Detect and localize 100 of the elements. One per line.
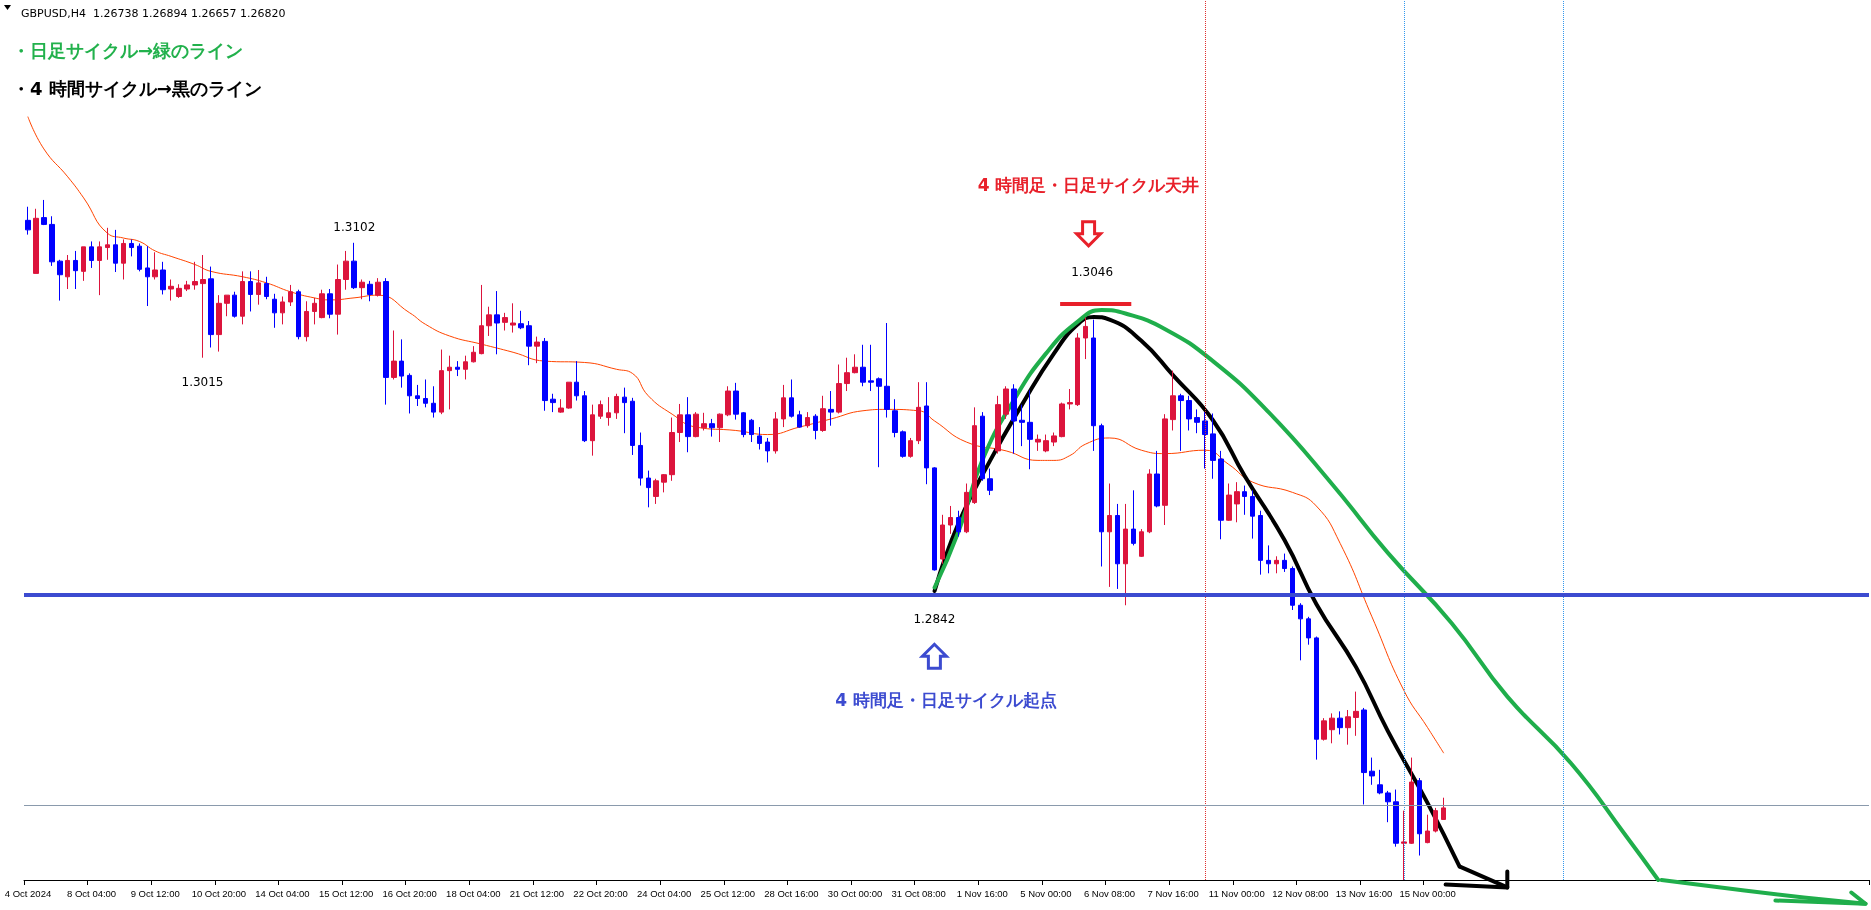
candlestick: [1147, 468, 1152, 534]
candlestick: [653, 478, 659, 505]
candlestick: [1123, 503, 1128, 606]
candlestick: [375, 277, 381, 298]
candlestick: [550, 393, 556, 413]
candlestick: [908, 437, 913, 459]
candlestick: [995, 395, 1001, 455]
candlestick: [749, 418, 754, 443]
candlestick: [248, 270, 253, 312]
x-tick-label: 16 Oct 20:00: [382, 887, 437, 899]
candlestick: [256, 269, 261, 306]
candlestick: [741, 411, 746, 438]
candlestick: [972, 406, 977, 505]
x-tick-label: 9 Oct 12:00: [130, 887, 180, 899]
candlestick: [1234, 481, 1240, 523]
candlestick: [319, 289, 325, 319]
candlestick: [113, 229, 118, 273]
candlestick: [1043, 434, 1049, 453]
candlestick: [836, 364, 842, 414]
candlestick: [415, 384, 420, 407]
candlestick: [1393, 789, 1399, 848]
candlestick: [304, 300, 309, 342]
candlestick: [129, 238, 134, 257]
candlestick: [534, 336, 540, 364]
candlestick: [844, 357, 850, 392]
candlestick: [160, 261, 166, 295]
candlestick: [145, 245, 150, 307]
candlestick: [1091, 319, 1096, 452]
candlestick: [828, 390, 834, 427]
candlestick: [479, 284, 484, 355]
candlestick: [1011, 383, 1017, 455]
candlestick: [574, 360, 579, 402]
candlestick: [121, 238, 126, 281]
candlestick: [622, 387, 627, 434]
candlestick: [455, 360, 460, 377]
candlestick: [1433, 807, 1438, 833]
candlestick: [542, 337, 548, 412]
candlestick: [630, 397, 635, 456]
candlestick: [900, 429, 906, 459]
candlestick: [1337, 710, 1343, 735]
candlestick: [383, 277, 389, 406]
x-tick-label: 5 Nov 00:00: [1020, 887, 1072, 899]
annotation: 1.2842: [913, 612, 956, 627]
candlestick: [924, 381, 929, 485]
candlestick: [1242, 485, 1247, 516]
candlestick: [852, 353, 858, 374]
candlestick: [1139, 528, 1144, 558]
x-tick-label: 6 Nov 08:00: [1083, 887, 1136, 899]
x-tick-label: 8 Oct 04:00: [67, 887, 117, 899]
candlestick: [224, 294, 230, 317]
candlestick: [932, 466, 937, 572]
candlestick: [1353, 691, 1359, 737]
candlestick: [510, 302, 516, 334]
candlestick: [1298, 602, 1303, 661]
candlestick: [980, 411, 985, 482]
x-tick-label: 24 Oct 04:00: [636, 887, 692, 899]
candlestick: [1083, 317, 1088, 360]
candlestick: [391, 330, 397, 380]
candlestick: [773, 411, 778, 455]
candlestick: [765, 437, 770, 463]
candlestick: [1314, 636, 1319, 761]
candlestick: [431, 385, 436, 419]
x-tick-label: 7 Nov 16:00: [1147, 887, 1199, 899]
candlestick: [1154, 450, 1160, 508]
x-tick-label: 11 Nov 00:00: [1208, 887, 1265, 899]
candlestick: [590, 404, 595, 457]
annotation: 1.3046: [1071, 264, 1114, 279]
candlestick: [1059, 402, 1065, 438]
candlestick: [781, 384, 786, 428]
x-tick-label: 31 Oct 08:00: [891, 887, 946, 899]
candlestick: [677, 403, 683, 443]
candlestick: [1131, 489, 1136, 546]
candlestick: [614, 393, 619, 420]
candlestick: [805, 411, 810, 429]
candlestick: [1250, 489, 1255, 540]
x-tick-label: 21 Oct 12:00: [509, 887, 565, 899]
text: ・4 時間サイクル→黒のライン: [12, 78, 262, 99]
candlestick: [916, 381, 921, 445]
x-tick-label: 4 Oct 2024: [4, 887, 52, 899]
candlestick: [1202, 411, 1208, 470]
candlestick: [1361, 707, 1367, 806]
candlestick: [463, 355, 468, 380]
candlestick: [296, 289, 301, 340]
candlestick: [582, 390, 587, 443]
candlestick: [1321, 717, 1327, 742]
candlestick: [25, 206, 31, 236]
x-tick-label: 28 Oct 16:00: [764, 887, 819, 899]
candlestick: [1178, 393, 1184, 452]
candlestick: [701, 412, 707, 431]
candlestick: [1385, 790, 1391, 823]
x-tick-label: 1 Nov 16:00: [956, 887, 1008, 899]
candlestick: [1329, 712, 1335, 744]
candlestick: [1067, 388, 1073, 410]
candlestick: [1306, 616, 1311, 646]
candlestick: [733, 382, 739, 421]
x-tick-label: 25 Oct 12:00: [700, 887, 756, 899]
candlestick: [49, 215, 55, 267]
candlestick: [343, 250, 349, 291]
candlestick: [638, 432, 643, 487]
annotation: 1.3102: [333, 219, 376, 234]
